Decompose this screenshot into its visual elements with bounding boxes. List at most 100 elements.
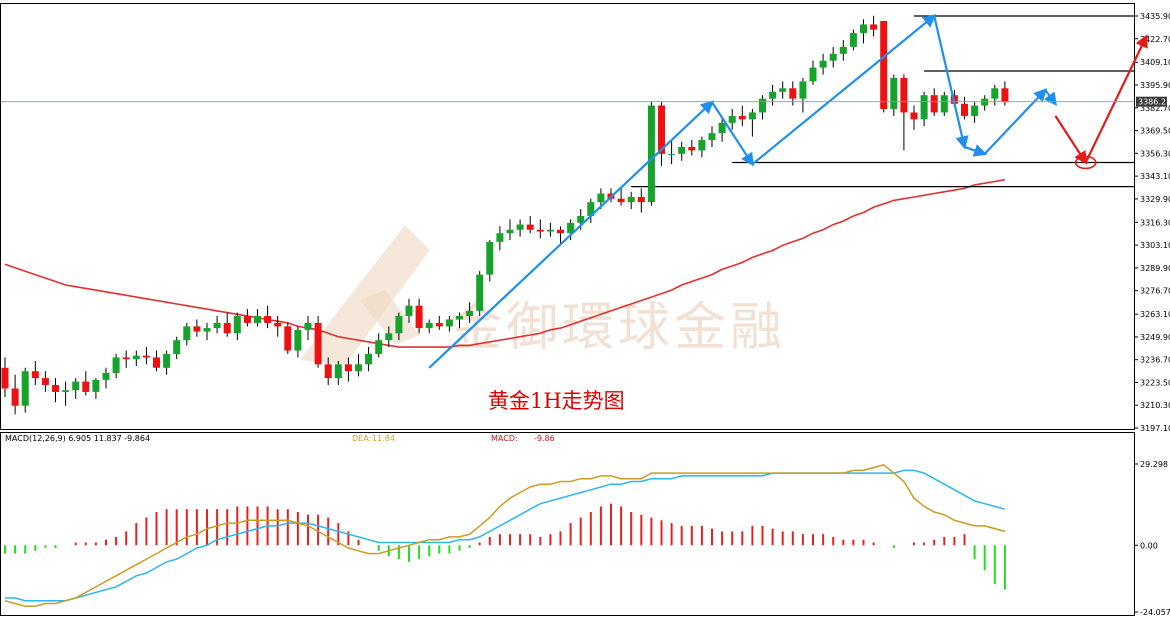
candle xyxy=(294,326,302,358)
candle xyxy=(254,309,261,327)
macd-axis-label: -24.057 xyxy=(1140,608,1170,617)
candle-body xyxy=(779,88,787,92)
current-price-marker: 3386.23 xyxy=(1,96,1170,107)
candle xyxy=(466,302,474,323)
candle-body xyxy=(870,24,878,30)
candle xyxy=(769,84,777,106)
candle xyxy=(860,19,867,44)
candle xyxy=(557,226,564,244)
candle-body xyxy=(668,153,676,155)
candle xyxy=(880,21,888,113)
candle-body xyxy=(516,224,524,230)
candle xyxy=(617,188,625,206)
dea-label: DEA: xyxy=(352,434,371,443)
candle xyxy=(344,357,352,382)
candle xyxy=(870,15,878,37)
watermark: 金御環球金融 xyxy=(300,225,782,365)
price-axis-label: 3422.70 xyxy=(1140,35,1170,44)
candle xyxy=(274,316,282,337)
candle xyxy=(82,371,90,396)
candle-body xyxy=(92,379,100,392)
candle-body xyxy=(738,115,746,120)
candle xyxy=(284,322,292,354)
candle-body xyxy=(961,103,968,116)
candle-body xyxy=(769,91,777,99)
candle-body xyxy=(365,353,373,365)
candle-body xyxy=(688,146,696,151)
candle xyxy=(809,60,817,85)
candle xyxy=(516,219,524,237)
candle xyxy=(748,108,756,137)
candle xyxy=(122,350,130,368)
candle-body xyxy=(264,316,272,323)
candle xyxy=(637,188,645,213)
candle-body xyxy=(52,385,59,392)
candle-body xyxy=(213,322,221,329)
candle xyxy=(991,84,999,106)
candle xyxy=(233,312,241,341)
candle-body xyxy=(254,316,261,323)
candle xyxy=(102,367,110,389)
dea-value: 11.84 xyxy=(372,434,395,443)
trend-arrow-blue xyxy=(711,101,754,167)
candle xyxy=(486,240,494,282)
candle xyxy=(526,215,534,234)
candle xyxy=(829,46,837,68)
candle-body xyxy=(41,378,49,386)
price-axis-label: 3343.10 xyxy=(1140,172,1170,181)
candle-body xyxy=(678,146,686,154)
candle-body xyxy=(132,355,140,360)
candle-body xyxy=(243,316,251,323)
candle xyxy=(304,316,312,341)
macd-axis: 29.298 0.00 -24.057 xyxy=(1134,460,1170,617)
candle-body xyxy=(698,140,706,151)
signal-line xyxy=(5,469,1006,602)
candle-body xyxy=(587,202,595,216)
candle xyxy=(567,219,575,241)
candle-body xyxy=(274,322,282,327)
candle-body xyxy=(425,322,433,329)
candle-body xyxy=(910,112,918,120)
candle xyxy=(415,298,423,334)
candle xyxy=(668,140,676,165)
candle-body xyxy=(142,355,150,358)
candle xyxy=(718,119,726,142)
macd-value: -9.86 xyxy=(534,434,555,443)
candle xyxy=(203,322,211,341)
candle xyxy=(163,350,171,375)
trend-arrow-blue xyxy=(983,88,1048,155)
candle-body xyxy=(193,326,201,332)
candle-body xyxy=(375,340,383,354)
candle-body xyxy=(334,364,342,379)
candle-body xyxy=(567,222,575,234)
candle xyxy=(708,126,716,147)
candle-body xyxy=(748,112,756,120)
candle-body xyxy=(456,316,463,320)
candle xyxy=(849,29,857,51)
candle-body xyxy=(102,372,110,380)
current-price-tag xyxy=(1136,96,1167,107)
candle xyxy=(456,312,463,329)
candle xyxy=(183,322,191,346)
candle xyxy=(264,305,272,329)
candle xyxy=(375,333,383,358)
candle xyxy=(839,39,847,61)
price-axis-label: 3223.50 xyxy=(1140,378,1170,387)
candle xyxy=(759,95,766,120)
macd-axis-label: 29.298 xyxy=(1140,460,1168,469)
candle xyxy=(52,378,59,403)
candle-body xyxy=(536,229,544,232)
candle-body xyxy=(183,326,191,341)
candle xyxy=(223,312,231,337)
candle xyxy=(536,219,544,239)
candle xyxy=(678,141,686,161)
candle-body xyxy=(900,77,908,113)
price-axis-label: 3197.10 xyxy=(1140,424,1170,433)
price-axis-label: 3249.90 xyxy=(1140,333,1170,342)
price-axis-label: 3263.10 xyxy=(1140,310,1170,319)
candle-body xyxy=(1,367,9,389)
candle xyxy=(799,77,807,113)
candle-body xyxy=(62,390,70,392)
candle-body xyxy=(809,67,817,82)
candle xyxy=(72,378,80,399)
